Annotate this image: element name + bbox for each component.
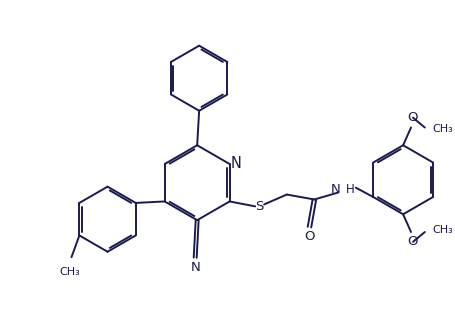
Text: N: N — [190, 261, 200, 274]
Text: CH₃: CH₃ — [432, 125, 452, 135]
Text: N: N — [329, 183, 339, 196]
Text: O: O — [407, 111, 417, 124]
Text: N: N — [231, 156, 242, 170]
Text: H: H — [345, 183, 354, 196]
Text: O: O — [303, 230, 314, 244]
Text: CH₃: CH₃ — [432, 225, 452, 235]
Text: O: O — [407, 235, 417, 248]
Text: CH₃: CH₃ — [59, 267, 80, 277]
Text: S: S — [254, 200, 263, 213]
